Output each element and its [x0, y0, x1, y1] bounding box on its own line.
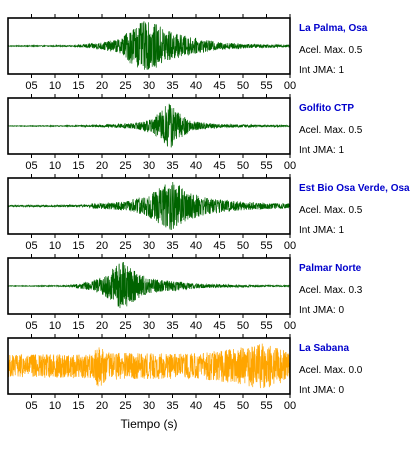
x-tick-label: 45	[213, 320, 225, 332]
x-tick-label: 30	[143, 160, 155, 172]
x-tick-label: 10	[49, 320, 61, 332]
x-tick-label: 25	[119, 80, 131, 92]
panel-4: 05 10 15 20 25 30 35 40 45 50 55 00 Palmar Norte Acel…	[7, 254, 363, 332]
x-tick-label: 30	[143, 80, 155, 92]
x-tick-label: 10	[49, 160, 61, 172]
station-name: La Palma, Osa	[299, 23, 368, 34]
x-tick-label: 55	[260, 320, 272, 332]
jma-intensity: Int JMA: 0	[299, 305, 344, 316]
x-tick-label: 00	[284, 240, 296, 252]
x-axis-label: Tiempo (s)	[121, 417, 178, 431]
x-tick-label: 35	[166, 320, 178, 332]
x-tick-label: 10	[49, 80, 61, 92]
max-acceleration: Acel. Max. 0.5	[299, 45, 363, 56]
x-tick-label: 20	[96, 160, 108, 172]
panels-group: 05 10 15 20 25 30 35 40 45 50 55 00 La Palma, Osa Ace…	[7, 14, 410, 412]
x-tick-label: 20	[96, 240, 108, 252]
x-tick-label: 00	[284, 320, 296, 332]
jma-intensity: Int JMA: 1	[299, 65, 344, 76]
max-acceleration: Acel. Max. 0.5	[299, 205, 363, 216]
x-tick-label: 55	[260, 240, 272, 252]
x-tick-label: 30	[143, 320, 155, 332]
x-tick-label: 30	[143, 240, 155, 252]
max-acceleration: Acel. Max. 0.0	[299, 365, 363, 376]
x-tick-label: 20	[96, 80, 108, 92]
x-tick-label: 25	[119, 320, 131, 332]
max-acceleration: Acel. Max. 0.5	[299, 125, 363, 136]
x-tick-label: 20	[96, 320, 108, 332]
x-tick-label: 15	[72, 400, 84, 412]
waveform-trace	[7, 262, 291, 309]
station-name: Palmar Norte	[299, 263, 362, 274]
station-name: Golfito CTP	[299, 103, 354, 114]
x-tick-label: 40	[190, 320, 202, 332]
waveform-trace	[7, 343, 291, 389]
panel-1: 05 10 15 20 25 30 35 40 45 50 55 00 La Palma, Osa Ace…	[7, 14, 368, 92]
x-tick-label: 35	[166, 240, 178, 252]
x-tick-label: 40	[190, 240, 202, 252]
jma-intensity: Int JMA: 1	[299, 225, 344, 236]
x-tick-label: 05	[25, 320, 37, 332]
x-tick-label: 45	[213, 160, 225, 172]
x-tick-label: 35	[166, 400, 178, 412]
x-tick-label: 05	[25, 160, 37, 172]
x-tick-label: 50	[237, 240, 249, 252]
x-tick-label: 45	[213, 80, 225, 92]
x-tick-label: 50	[237, 80, 249, 92]
x-tick-label: 55	[260, 160, 272, 172]
x-tick-label: 05	[25, 80, 37, 92]
x-tick-label: 35	[166, 80, 178, 92]
x-tick-label: 00	[284, 80, 296, 92]
x-tick-label: 50	[237, 400, 249, 412]
waveform-trace	[7, 21, 291, 70]
x-tick-label: 10	[49, 240, 61, 252]
waveform-trace	[7, 181, 291, 230]
x-tick-label: 40	[190, 160, 202, 172]
station-name: Est Bio Osa Verde, Osa	[299, 183, 410, 194]
x-tick-label: 40	[190, 400, 202, 412]
jma-intensity: Int JMA: 1	[299, 145, 344, 156]
x-tick-label: 15	[72, 160, 84, 172]
x-tick-label: 25	[119, 400, 131, 412]
x-tick-label: 00	[284, 400, 296, 412]
x-tick-label: 45	[213, 240, 225, 252]
panel-5: 05 10 15 20 25 30 35 40 45 50 55 00 La Sabana Acel. M…	[7, 334, 363, 412]
x-tick-label: 30	[143, 400, 155, 412]
x-tick-label: 55	[260, 400, 272, 412]
x-tick-label: 50	[237, 320, 249, 332]
x-tick-label: 15	[72, 240, 84, 252]
x-tick-label: 50	[237, 160, 249, 172]
max-acceleration: Acel. Max. 0.3	[299, 285, 363, 296]
x-tick-label: 05	[25, 400, 37, 412]
station-name: La Sabana	[299, 343, 349, 354]
panel-3: 05 10 15 20 25 30 35 40 45 50 55 00 Est Bio Osa Verd…	[7, 174, 410, 252]
x-tick-label: 10	[49, 400, 61, 412]
x-tick-label: 00	[284, 160, 296, 172]
x-tick-label: 55	[260, 80, 272, 92]
x-tick-label: 15	[72, 320, 84, 332]
panel-2: 05 10 15 20 25 30 35 40 45 50 55 00 Golfito CTP Acel.…	[7, 94, 363, 172]
x-tick-label: 20	[96, 400, 108, 412]
x-tick-label: 40	[190, 80, 202, 92]
x-tick-label: 15	[72, 80, 84, 92]
x-tick-label: 45	[213, 400, 225, 412]
x-tick-label: 25	[119, 160, 131, 172]
waveform-trace	[7, 103, 291, 148]
x-tick-label: 25	[119, 240, 131, 252]
x-tick-label: 35	[166, 160, 178, 172]
x-tick-label: 05	[25, 240, 37, 252]
jma-intensity: Int JMA: 0	[299, 385, 344, 396]
